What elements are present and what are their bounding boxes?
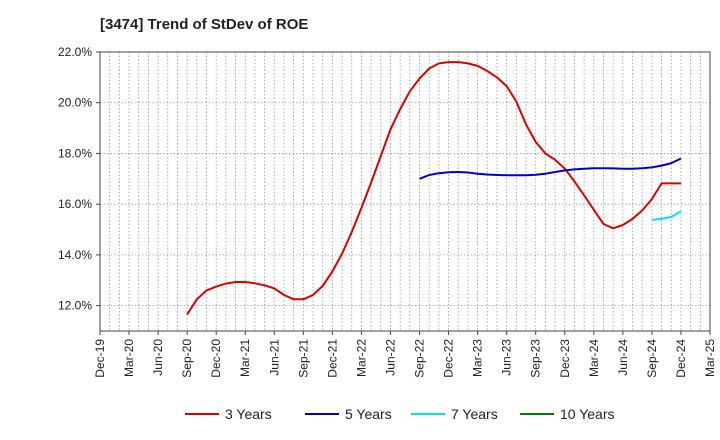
series-line-5-years — [419, 157, 682, 180]
x-tick-label: Mar-24 — [587, 339, 601, 377]
legend-label: 5 Years — [345, 406, 392, 422]
y-tick-label: 14.0% — [58, 248, 92, 262]
series-layer — [186, 61, 682, 316]
x-tick-label: Dec-21 — [325, 339, 339, 378]
series-line-3-years — [186, 61, 681, 316]
y-tick-label: 16.0% — [58, 197, 92, 211]
x-tick-label: Mar-21 — [238, 339, 252, 377]
x-tick-label: Sep-23 — [529, 339, 543, 378]
x-tick-label: Mar-23 — [471, 339, 485, 377]
series-line-7-years — [651, 210, 682, 221]
y-tick-label: 18.0% — [58, 146, 92, 160]
x-tick-label: Mar-25 — [703, 339, 717, 377]
x-tick-label: Dec-22 — [442, 339, 456, 378]
x-tick-label: Sep-21 — [296, 339, 310, 378]
legend-label: 7 Years — [451, 406, 498, 422]
legend-label: 3 Years — [225, 406, 272, 422]
x-tick-label: Mar-22 — [354, 339, 368, 377]
x-tick-label: Jun-22 — [383, 339, 397, 376]
plot-frame — [99, 51, 711, 332]
x-tick-label: Dec-19 — [93, 339, 107, 378]
chart-title: [3474] Trend of StDev of ROE — [100, 16, 309, 33]
legend-label: 10 Years — [560, 406, 615, 422]
x-tick-label: Jun-23 — [500, 339, 514, 376]
y-tick-label: 20.0% — [58, 96, 92, 110]
y-tick-label: 22.0% — [58, 45, 92, 59]
x-tick-label: Mar-20 — [122, 339, 136, 377]
x-tick-label: Jun-20 — [151, 339, 165, 376]
x-tick-label: Jun-21 — [267, 339, 281, 376]
x-tick-label: Dec-20 — [209, 339, 223, 378]
grid-layer — [100, 51, 710, 331]
x-tick-label: Sep-20 — [180, 339, 194, 378]
x-tick-label: Dec-24 — [674, 339, 688, 378]
x-tick-label: Sep-22 — [413, 339, 427, 378]
x-tick-label: Sep-24 — [645, 339, 659, 378]
legend: 3 Years 5 Years 7 Years 10 Years — [185, 406, 615, 422]
x-tick-label: Dec-23 — [558, 339, 572, 378]
y-tick-label: 12.0% — [58, 299, 92, 313]
x-tick-label: Jun-24 — [616, 339, 630, 376]
tick-layer: 12.0% 14.0% 16.0% 18.0% 20.0% 22.0% Dec-19 Mar-… — [58, 45, 717, 378]
